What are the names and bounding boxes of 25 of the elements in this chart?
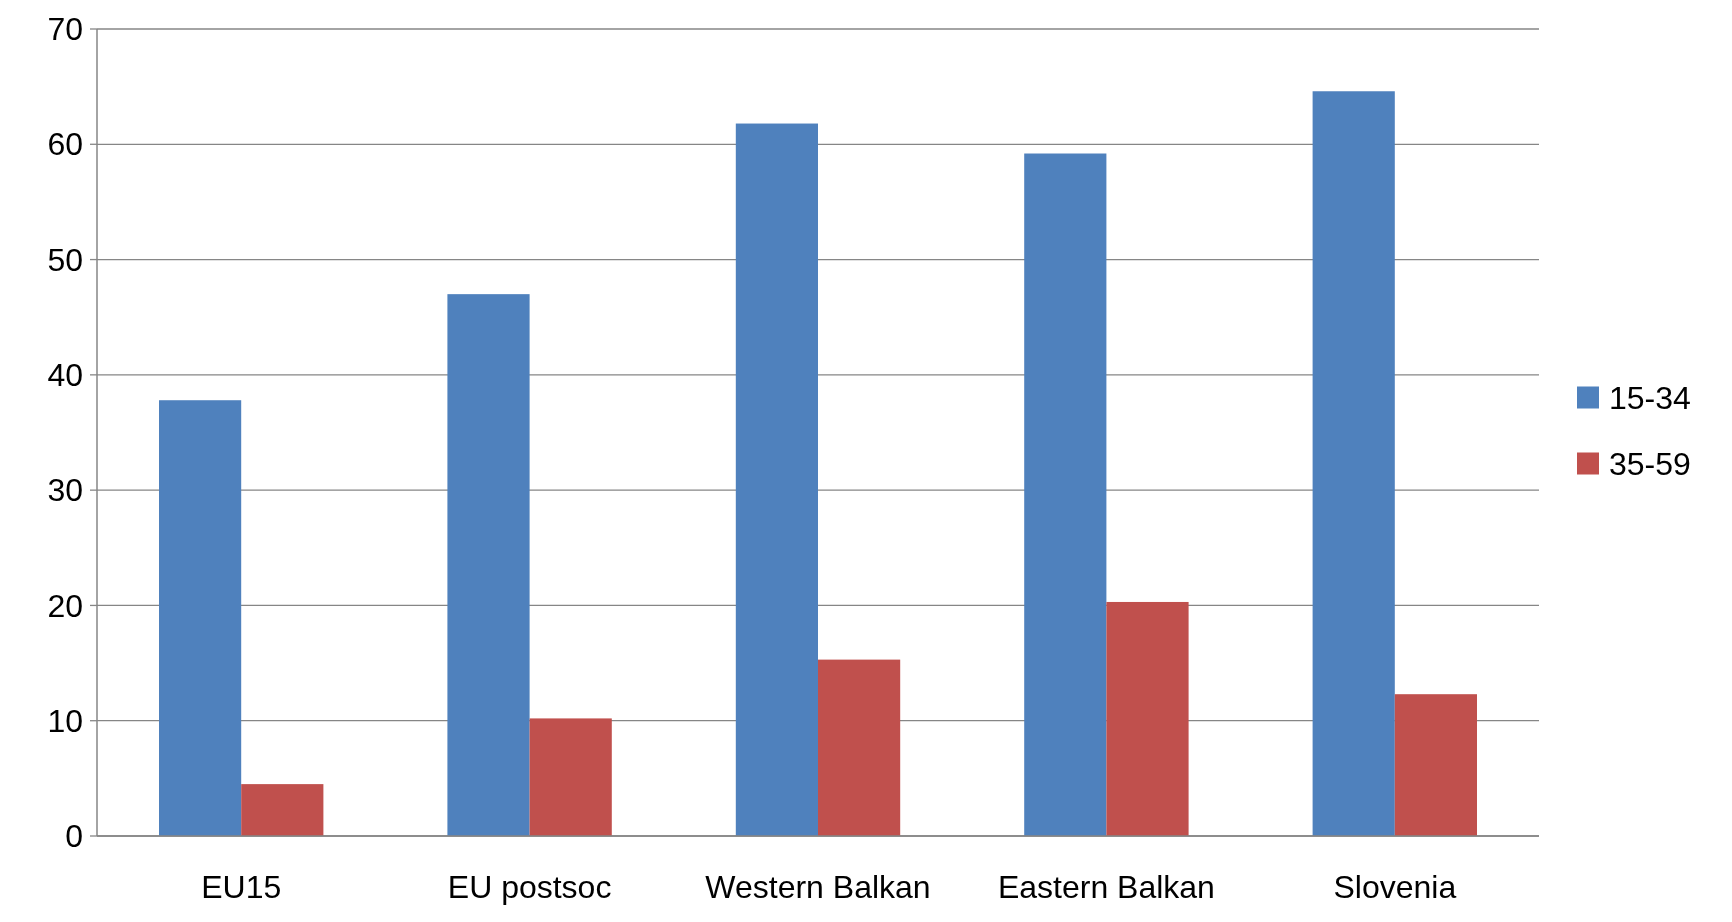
x-tick-label: Slovenia — [1333, 869, 1457, 905]
bar — [447, 294, 530, 836]
bar — [529, 718, 612, 836]
x-tick-label: EU postsoc — [447, 869, 612, 905]
x-tick-label: Eastern Balkan — [997, 869, 1215, 905]
y-tick-label: 60 — [47, 126, 83, 163]
bar — [1106, 601, 1189, 836]
bar — [1312, 91, 1395, 836]
x-tick-label: Western Balkan — [705, 869, 931, 905]
bar — [1394, 694, 1477, 836]
y-tick-label: 10 — [47, 702, 83, 739]
y-tick-label: 40 — [47, 357, 83, 394]
legend-label: 15-34 — [1609, 379, 1691, 416]
y-tick-label: 30 — [47, 472, 83, 509]
x-tick-label: EU15 — [201, 869, 282, 905]
legend-label: 35-59 — [1609, 445, 1691, 482]
bar — [1024, 153, 1107, 836]
bar — [735, 123, 818, 836]
y-tick-label: 50 — [47, 241, 83, 278]
y-tick-label: 20 — [47, 587, 83, 624]
y-tick-label: 70 — [47, 11, 83, 48]
bar — [159, 400, 242, 836]
bar — [818, 659, 901, 836]
y-tick-label: 0 — [65, 818, 83, 855]
bar — [241, 784, 324, 836]
